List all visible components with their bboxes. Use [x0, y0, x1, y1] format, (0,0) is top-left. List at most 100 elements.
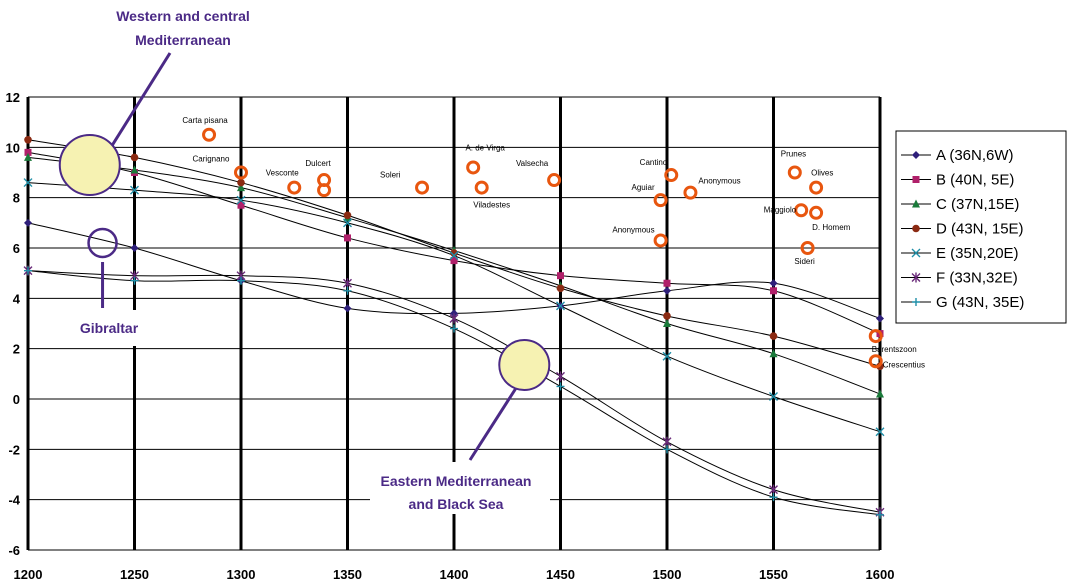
gibraltar-highlight [87, 227, 118, 259]
map-point [474, 180, 489, 195]
x-tick-label: 1200 [14, 567, 43, 582]
x-tick-label: 1350 [333, 567, 362, 582]
map-point [868, 329, 883, 344]
star-marker [343, 278, 352, 289]
legend-label: A (36N,6W) [936, 147, 1014, 164]
legend-label: F (33N,32E) [936, 270, 1018, 287]
square-marker [557, 272, 564, 280]
plus-marker [769, 493, 778, 502]
plus-marker [663, 445, 671, 454]
circle-marker [343, 211, 352, 220]
map-point [683, 185, 698, 200]
map-point [809, 205, 824, 220]
x-marker [556, 301, 565, 311]
callout-backdrop [35, 310, 181, 346]
y-tick-label: -6 [8, 543, 20, 558]
map-point [653, 233, 668, 248]
x-marker [769, 391, 778, 401]
map-points: Carta pisana Carignano Vesconte Dulcert Sole… [182, 116, 925, 370]
square-marker [770, 287, 777, 295]
diamond-marker [130, 244, 139, 252]
callout-label: Mediterranean [135, 32, 231, 48]
callout-label: and Black Sea [409, 496, 504, 512]
map-point [794, 203, 809, 218]
map-point [202, 127, 217, 142]
circle-marker [663, 312, 671, 320]
x-tick-label: 1500 [653, 567, 682, 582]
circle-marker [769, 332, 778, 340]
map-label: Anonymous [612, 225, 654, 234]
map-point [234, 165, 248, 180]
circle-marker [556, 284, 565, 293]
legend-label: E (35N,20E) [936, 245, 1019, 262]
map-label: A. de Virga [465, 143, 505, 152]
callout-pointer [468, 384, 520, 461]
triangle-marker [912, 199, 920, 208]
map-point [547, 173, 562, 188]
diamond-marker [343, 304, 352, 313]
y-tick-label: 2 [13, 342, 20, 357]
triangle-marker [876, 389, 884, 398]
y-tick-label: 8 [13, 191, 20, 206]
map-label: Vesconte [266, 169, 299, 178]
triangle-marker [237, 183, 245, 192]
x-marker [449, 251, 459, 261]
map-point [466, 160, 481, 175]
diamond-marker [663, 286, 671, 295]
map-point [664, 168, 679, 183]
square-marker [24, 148, 32, 156]
y-tick-label: 12 [6, 90, 20, 105]
plus-marker [912, 298, 920, 306]
square-marker [237, 201, 245, 209]
x-tick-label: 1250 [120, 567, 149, 582]
eastern-mediterranean-highlight [498, 339, 551, 392]
map-point [809, 180, 824, 195]
x-marker [662, 351, 672, 361]
map-label: Carta pisana [182, 116, 228, 125]
y-axis-ticks: 12 10 8 6 4 2 0 -2 -4 -6 [6, 90, 21, 558]
y-tick-label: -2 [8, 442, 20, 457]
plus-marker [876, 510, 884, 519]
y-tick-label: -4 [8, 493, 20, 508]
map-label: Barentszoon [872, 345, 917, 354]
square-marker [663, 279, 671, 287]
triangle-marker [663, 319, 671, 327]
circle-marker [24, 135, 32, 144]
circle-marker [237, 178, 245, 187]
map-label: Olives [811, 169, 833, 178]
callout-label: Western and central [116, 8, 250, 24]
map-label: Prunes [781, 150, 806, 159]
callout-backdrop [370, 462, 550, 514]
circle-marker [130, 153, 139, 162]
map-point [415, 180, 430, 195]
plus-marker [24, 266, 32, 275]
map-point [317, 183, 332, 198]
map-label: Valsecha [516, 159, 549, 168]
star-marker [449, 313, 459, 324]
series-markers [23, 135, 885, 519]
square-marker [912, 176, 920, 183]
plus-marker [343, 286, 352, 295]
region-callouts: Western and central Mediterranean Gibralta… [35, 8, 551, 514]
y-tick-label: 10 [6, 140, 20, 155]
star-marker [662, 436, 672, 447]
y-tick-label: 0 [13, 392, 20, 407]
legend-box [895, 130, 1067, 324]
triangle-marker [769, 349, 778, 358]
map-point [868, 354, 883, 369]
circle-marker [450, 249, 458, 257]
western-mediterranean-highlight [58, 133, 121, 196]
diamond-marker [876, 314, 884, 323]
square-marker [344, 234, 351, 242]
legend-label: C (37N,15E) [936, 196, 1019, 213]
diamond-marker [912, 151, 920, 159]
x-axis-ticks: 1200 1250 1300 1350 1400 1450 1500 1550 1600 [14, 567, 895, 582]
map-label: Soleri [380, 171, 401, 180]
star-marker [769, 484, 778, 495]
x-tick-label: 1450 [546, 567, 575, 582]
map-label: Sideri [794, 257, 815, 266]
legend-label: G (43N, 35E) [936, 294, 1024, 311]
callout-label: Gibraltar [80, 320, 139, 336]
map-label: Carignano [193, 155, 230, 164]
diamond-marker [769, 279, 778, 288]
